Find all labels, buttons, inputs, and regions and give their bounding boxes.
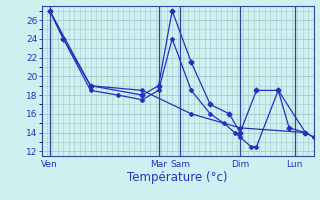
X-axis label: Température (°c): Température (°c) [127, 171, 228, 184]
